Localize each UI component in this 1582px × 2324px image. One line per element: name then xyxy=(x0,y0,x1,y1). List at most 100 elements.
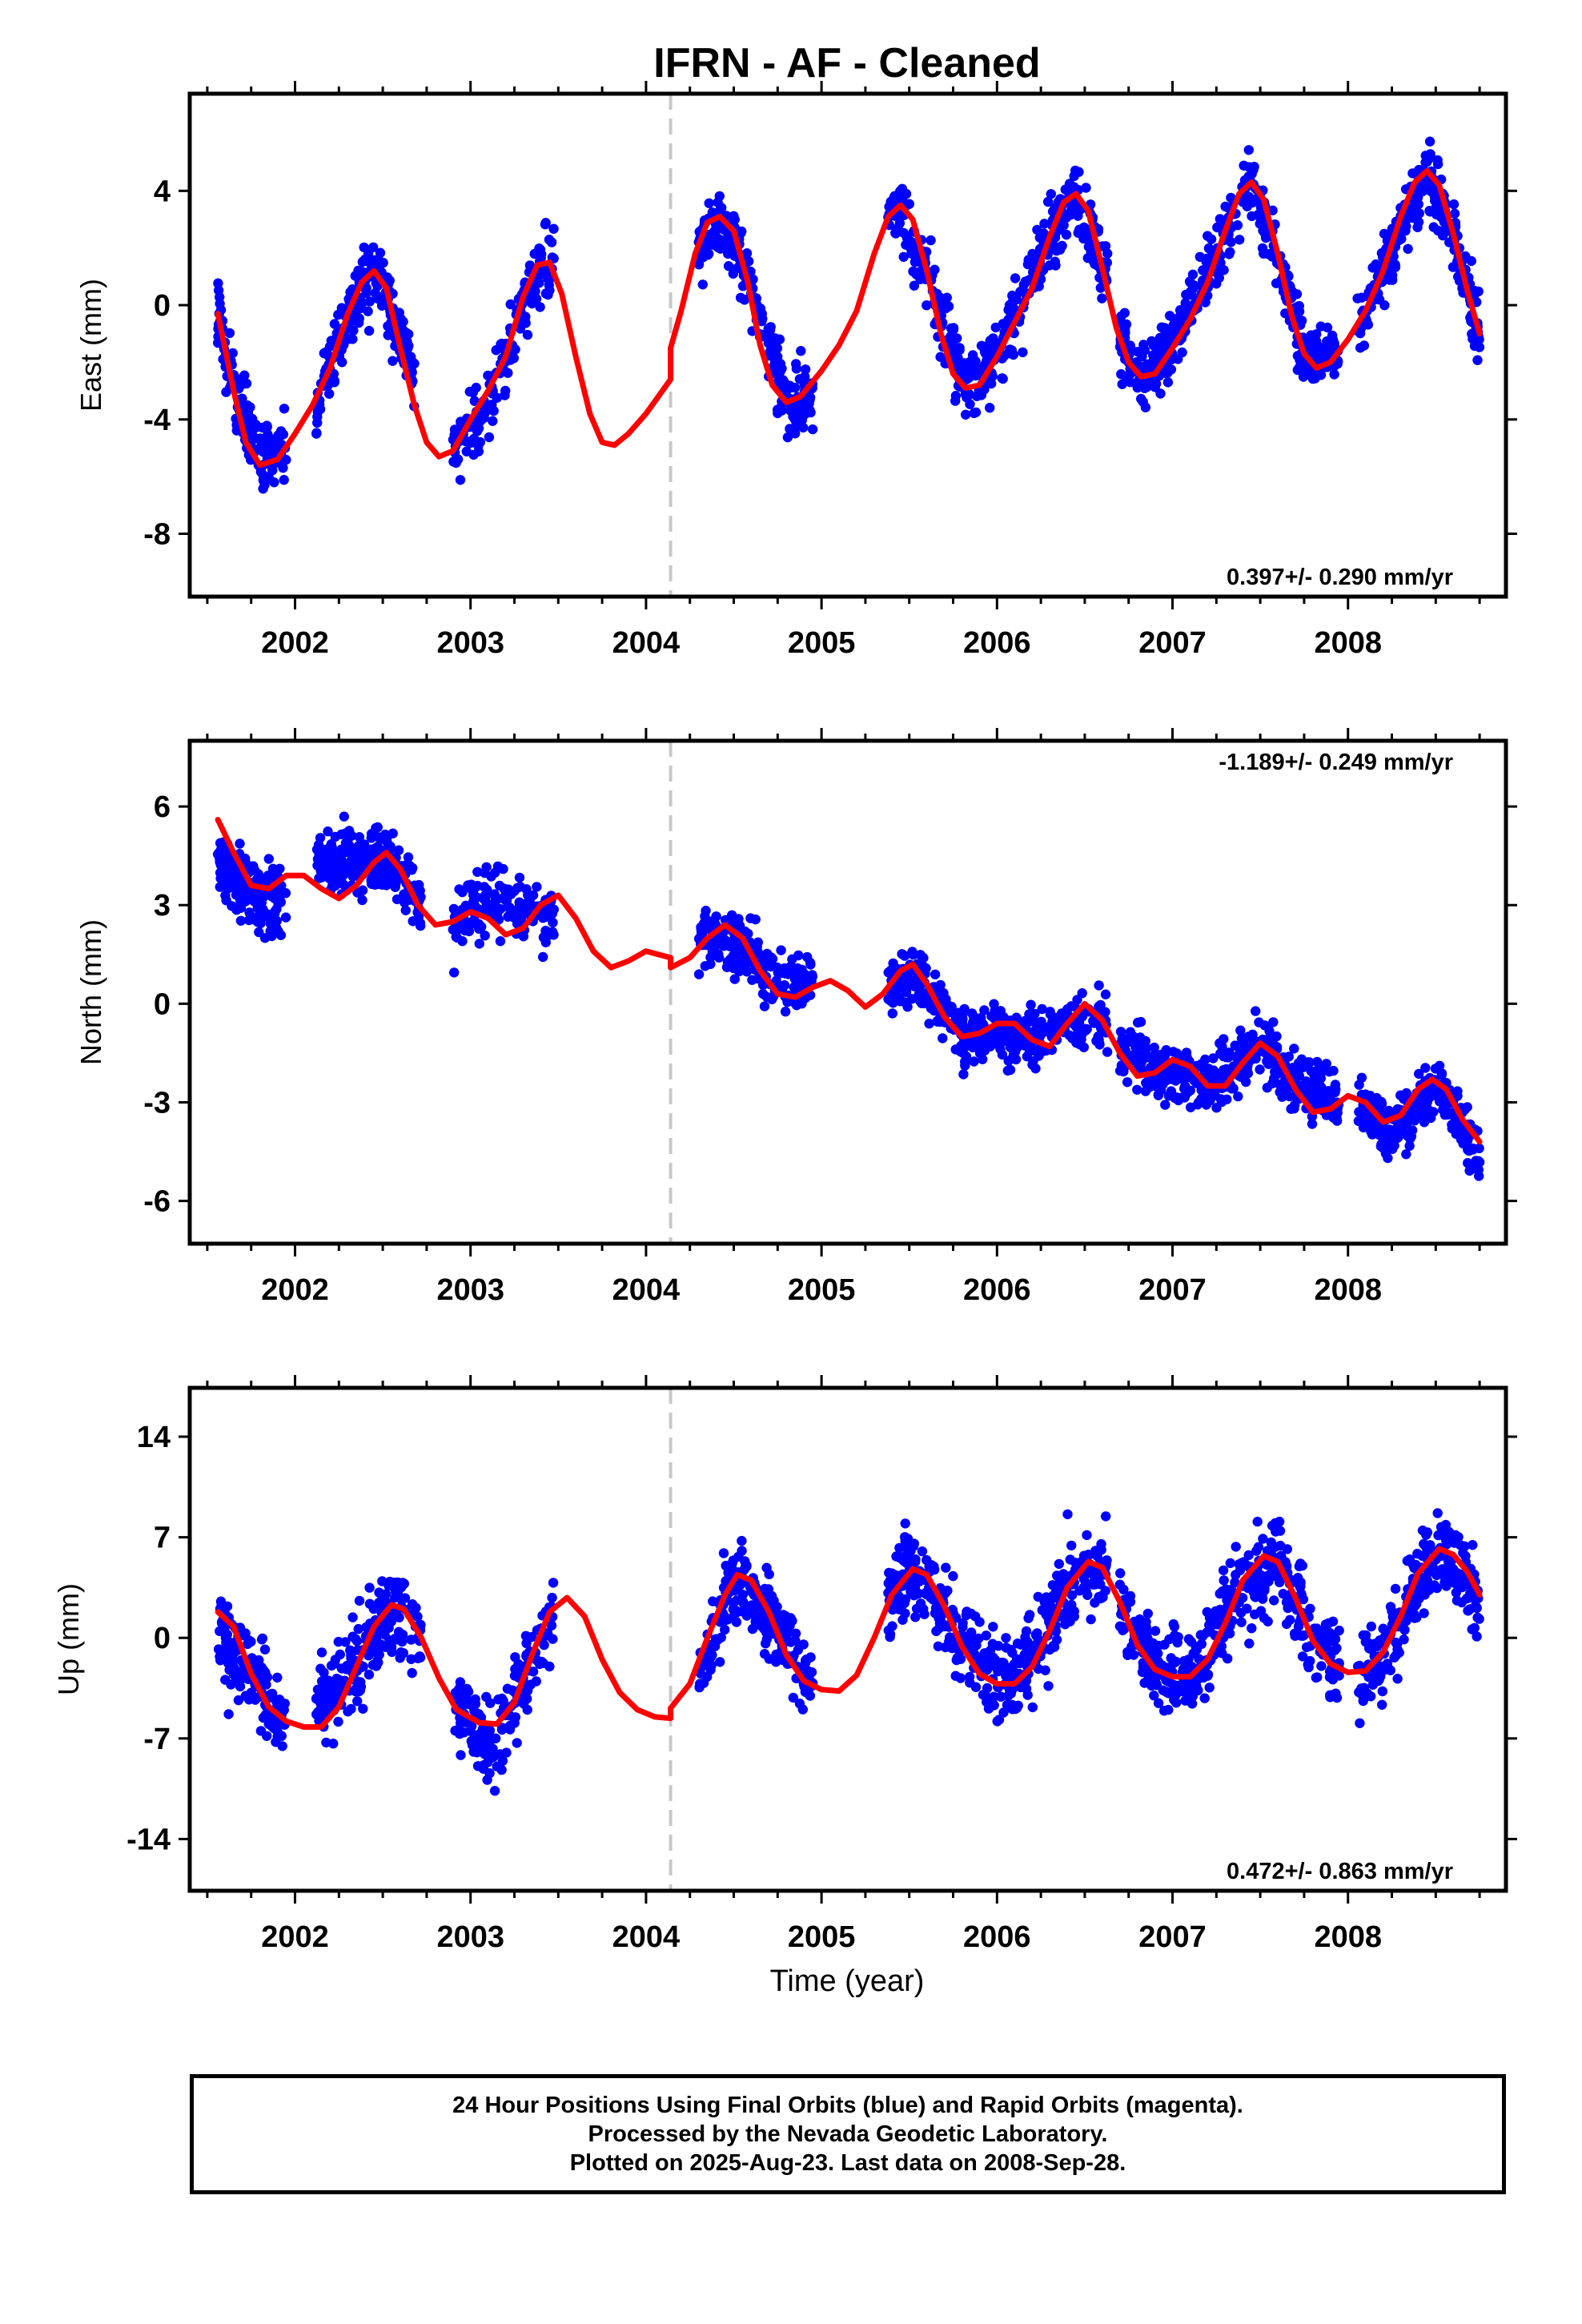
north-data-point xyxy=(725,941,735,952)
east-data-point xyxy=(522,329,533,340)
up-data-point xyxy=(951,1655,962,1666)
east-data-point xyxy=(278,463,288,473)
up-data-point xyxy=(259,1644,271,1655)
east-data-point xyxy=(357,297,368,308)
east-data-point xyxy=(756,307,766,318)
north-data-point xyxy=(480,931,490,941)
east-data-point xyxy=(980,348,991,359)
east-data-point xyxy=(1420,151,1431,161)
north-data-point xyxy=(499,883,509,894)
north-data-point xyxy=(355,847,366,858)
up-data-point xyxy=(257,1633,268,1644)
north-data-point xyxy=(757,988,769,999)
north-data-point xyxy=(924,1019,934,1029)
north-data-point xyxy=(1218,1071,1228,1081)
east-data-point xyxy=(227,348,238,359)
up-data-point xyxy=(489,1786,500,1796)
north-data-point xyxy=(468,897,479,907)
north-data-point xyxy=(1030,1008,1040,1019)
up-data-point xyxy=(721,1560,731,1571)
east-data-point xyxy=(1424,136,1435,147)
east-data-point xyxy=(279,404,290,414)
east-data-point xyxy=(508,353,519,364)
north-x-tick-label: 2002 xyxy=(261,1273,329,1307)
north-data-point xyxy=(696,927,707,939)
up-data-point xyxy=(470,1694,480,1705)
north-data-point xyxy=(791,1000,802,1011)
east-y-tick-label: 4 xyxy=(154,175,171,208)
north-data-point xyxy=(1387,1144,1398,1154)
up-data-point xyxy=(547,1592,557,1603)
east-data-point xyxy=(707,207,717,218)
north-data-point xyxy=(1353,1116,1364,1127)
east-data-point xyxy=(729,214,740,225)
up-data-point xyxy=(496,1693,508,1704)
north-data-point xyxy=(1160,1100,1170,1110)
east-data-point xyxy=(363,325,375,336)
east-data-point xyxy=(1315,321,1327,332)
north-data-point xyxy=(271,904,282,915)
east-data-point xyxy=(950,391,962,401)
north-data-point xyxy=(357,895,367,906)
east-data-point xyxy=(965,399,975,409)
north-data-point xyxy=(1102,1047,1113,1057)
east-data-point xyxy=(548,223,559,234)
up-data-point xyxy=(948,1570,958,1582)
up-data-point xyxy=(255,1726,267,1736)
north-data-point xyxy=(1289,1043,1299,1054)
east-data-point xyxy=(800,372,810,382)
east-data-point xyxy=(726,241,737,251)
east-data-point xyxy=(990,340,1001,352)
east-data-point xyxy=(777,405,787,416)
north-data-point xyxy=(805,959,816,970)
up-data-point xyxy=(341,1664,352,1675)
up-data-point xyxy=(227,1658,237,1668)
north-data-point xyxy=(473,919,484,930)
up-data-point xyxy=(311,1709,322,1719)
east-data-point xyxy=(1102,248,1113,259)
north-data-point xyxy=(474,939,484,949)
east-data-point xyxy=(785,424,795,434)
east-data-point xyxy=(1403,243,1413,254)
east-data-point xyxy=(1203,231,1213,241)
north-y-tick-label: 6 xyxy=(154,790,171,824)
east-data-point xyxy=(1186,290,1196,300)
east-data-point xyxy=(363,306,373,316)
up-data-point xyxy=(484,1768,495,1779)
east-data-point xyxy=(1379,300,1390,311)
east-data-point xyxy=(529,248,540,259)
up-data-point xyxy=(487,1752,497,1763)
east-data-point xyxy=(527,298,537,309)
north-data-point xyxy=(448,924,458,935)
up-data-point xyxy=(277,1741,287,1751)
east-rate-label: 0.397+/- 0.290 mm/yr xyxy=(1227,565,1453,590)
north-data-point xyxy=(1291,1068,1301,1079)
up-data-point xyxy=(715,1657,725,1667)
east-data-point xyxy=(315,404,326,415)
north-data-point xyxy=(1416,1109,1427,1120)
north-data-point xyxy=(512,883,523,893)
east-data-point xyxy=(256,436,267,447)
north-data-point xyxy=(1126,1035,1136,1046)
east-data-point xyxy=(544,235,555,245)
east-data-point xyxy=(1095,283,1106,293)
up-data-point xyxy=(456,1727,467,1739)
up-data-point xyxy=(460,1697,472,1708)
east-x-tick-label: 2004 xyxy=(612,626,681,660)
east-data-point xyxy=(376,300,387,311)
east-data-point xyxy=(530,286,540,296)
east-y-tick-label: -8 xyxy=(143,518,171,552)
north-data-point xyxy=(1045,1007,1055,1017)
north-data-point xyxy=(215,882,225,892)
north-data-point xyxy=(263,870,274,881)
north-data-point xyxy=(336,844,347,855)
north-data-point xyxy=(1027,1059,1038,1070)
up-data-point xyxy=(377,1576,387,1586)
north-data-point xyxy=(1177,1069,1187,1080)
up-data-point xyxy=(804,1667,815,1677)
north-data-point xyxy=(255,911,265,921)
up-data-point xyxy=(333,1716,343,1727)
north-data-point xyxy=(887,996,897,1007)
east-data-point xyxy=(1232,220,1243,231)
